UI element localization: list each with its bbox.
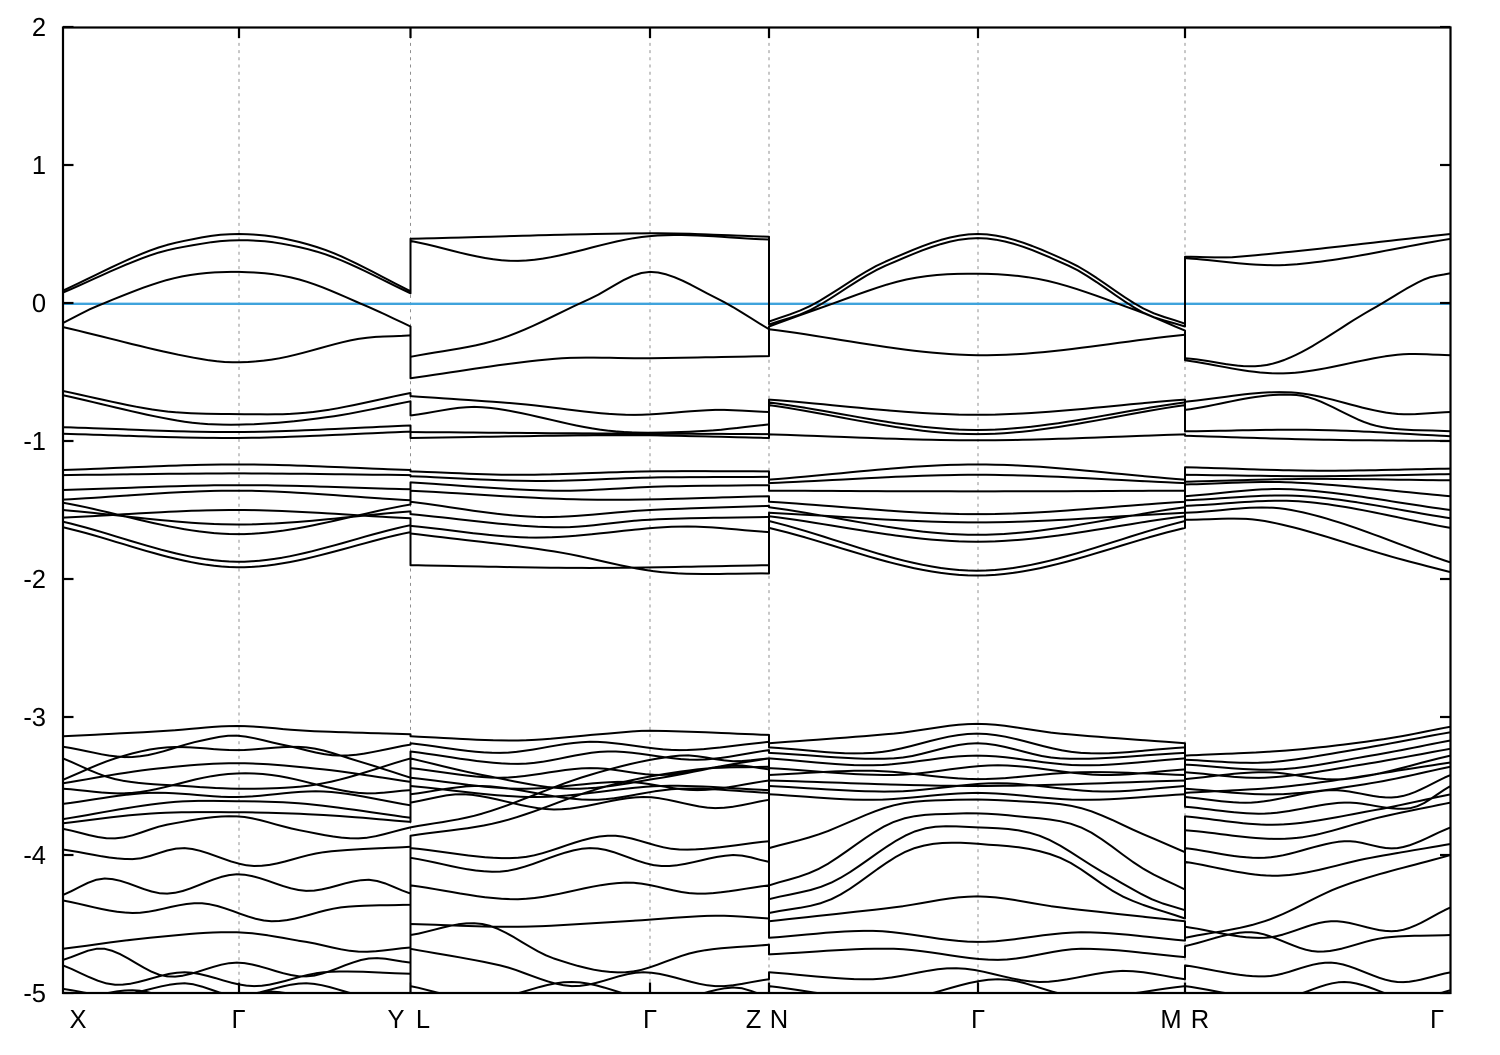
- svg-text:2: 2: [32, 14, 46, 42]
- svg-text:R: R: [1191, 1006, 1209, 1034]
- svg-text:L: L: [416, 1006, 430, 1034]
- svg-text:-4: -4: [23, 842, 46, 870]
- svg-text:X: X: [69, 1006, 86, 1034]
- svg-text:0: 0: [32, 290, 46, 318]
- svg-text:Γ: Γ: [1430, 1006, 1444, 1034]
- svg-text:-3: -3: [23, 704, 46, 732]
- svg-text:Z: Z: [746, 1006, 762, 1034]
- svg-text:N: N: [770, 1006, 788, 1034]
- svg-text:-1: -1: [23, 428, 46, 456]
- svg-text:-2: -2: [23, 566, 46, 594]
- svg-text:Y: Y: [387, 1006, 404, 1034]
- svg-text:Γ: Γ: [643, 1006, 657, 1034]
- svg-text:M: M: [1160, 1006, 1181, 1034]
- svg-text:1: 1: [32, 152, 46, 180]
- svg-text:-5: -5: [23, 980, 46, 1008]
- svg-text:Γ: Γ: [231, 1006, 245, 1034]
- svg-text:Γ: Γ: [971, 1006, 985, 1034]
